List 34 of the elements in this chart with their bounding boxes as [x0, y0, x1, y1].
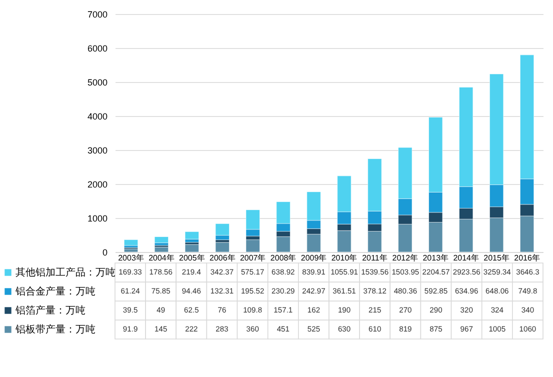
x-tick-label: 2009年 — [300, 254, 327, 262]
bar — [124, 240, 138, 246]
bar — [184, 244, 199, 252]
x-tick-label: 2011年 — [362, 254, 388, 262]
y-tick-label: 6000 — [87, 44, 108, 54]
y-tick-label: 1000 — [87, 214, 108, 224]
bar — [154, 236, 168, 243]
y-tick-label: 5000 — [87, 78, 108, 88]
x-tick-label: 2005年 — [179, 254, 205, 262]
x-tick-label: 2015年 — [484, 254, 510, 262]
x-tick-label: 2012年 — [392, 254, 418, 262]
bar — [246, 240, 260, 252]
y-tick-label: 0 — [102, 248, 108, 258]
x-tick-label: 2004年 — [148, 254, 174, 262]
x-tick-label: 2007年 — [240, 254, 266, 262]
x-tick-label: 2013年 — [422, 254, 449, 262]
bar — [184, 232, 199, 240]
legend-label: 铝合金产量：万吨 — [14, 286, 96, 298]
x-tick-label: 2003年 — [118, 254, 144, 262]
bar — [215, 242, 230, 252]
x-tick-label: 2008年 — [270, 254, 296, 262]
y-tick-label: 4000 — [87, 112, 108, 122]
legend-label: 铝箔产量：万吨 — [14, 304, 86, 316]
y-tick-label: 3000 — [87, 146, 108, 156]
x-tick-label: 2006年 — [209, 254, 236, 262]
bar — [154, 246, 168, 252]
legend-label: 其他铝加工产品：万吨 — [16, 266, 116, 278]
y-tick-label: 7000 — [87, 10, 108, 20]
x-tick-label: 2016年 — [514, 254, 540, 262]
x-tick-label: 2010年 — [331, 254, 358, 262]
legend-label: 铝板带产量：万吨 — [14, 324, 96, 336]
x-tick-label: 2014年 — [453, 254, 479, 262]
y-tick-label: 2000 — [87, 180, 108, 190]
bar — [124, 248, 138, 252]
